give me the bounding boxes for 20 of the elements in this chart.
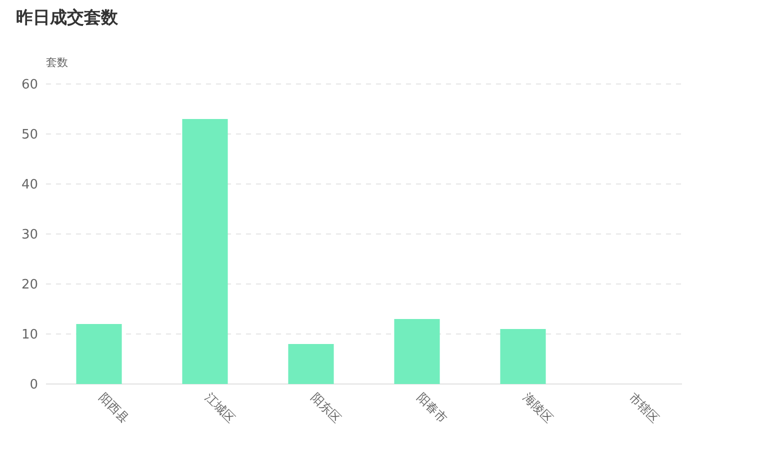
x-tick-label: 市辖区 — [626, 390, 662, 426]
y-tick-label: 50 — [21, 128, 38, 143]
y-tick-label: 10 — [21, 328, 38, 343]
bar — [500, 329, 546, 384]
x-tick-label: 江城区 — [202, 390, 238, 426]
bar — [394, 319, 440, 384]
x-tick-label: 海陵区 — [520, 390, 556, 426]
y-tick-label: 30 — [21, 228, 38, 243]
bar — [288, 344, 334, 384]
y-axis-title: 套数 — [46, 56, 68, 69]
x-tick-label: 阳东区 — [308, 390, 344, 426]
x-tick-label: 阳春市 — [414, 390, 450, 426]
y-tick-label: 40 — [21, 178, 38, 193]
bar — [76, 324, 122, 384]
chart-title: 昨日成交套数 — [16, 8, 119, 28]
y-tick-label: 60 — [21, 78, 38, 93]
x-tick-label: 阳西县 — [96, 390, 132, 426]
bar — [182, 119, 228, 384]
y-tick-label: 20 — [21, 278, 38, 293]
y-tick-label: 0 — [30, 378, 38, 393]
